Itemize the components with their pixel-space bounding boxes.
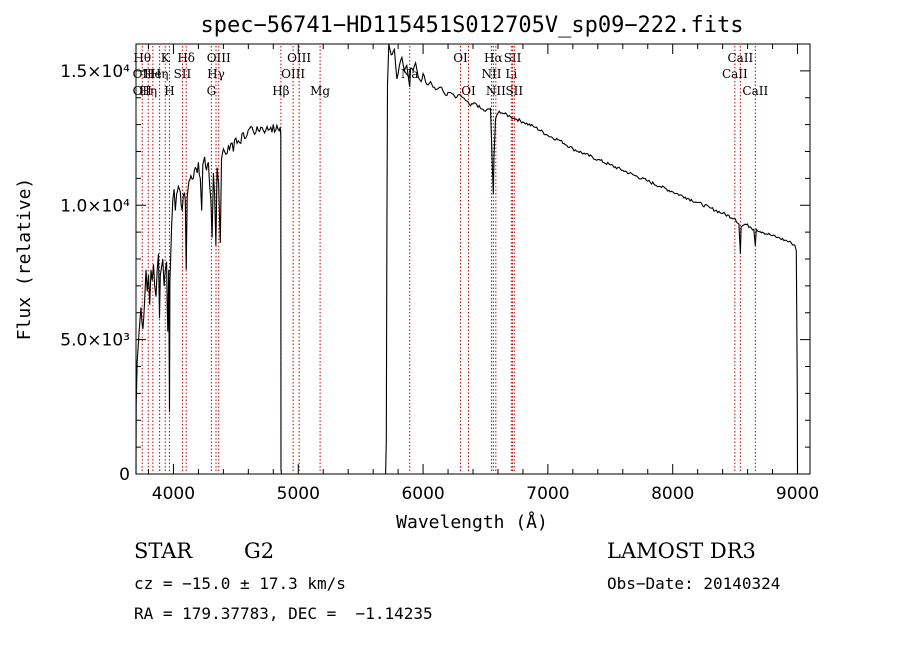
y-tick-label-2: 1.0×10⁴ [60,196,130,216]
line-marker-label-8-0: G [207,84,217,98]
coordinates: RA = 179.37783, DEC = −1.14235 [134,604,433,623]
y-tick-label-0: 0 [119,465,130,485]
line-marker-label-16-0: OI [453,51,468,65]
chart-title: spec−56741−HD115451S012705V_sp09−222.fit… [200,13,743,38]
y-axis: 0 5.0×10³ 1.0×10⁴ 1.5×10⁴ [60,62,810,485]
y-tick-label-3: 1.5×10⁴ [60,62,130,82]
line-marker-label-9-0: Hγ [207,67,225,81]
x-tick-label-5: 9000 [776,484,819,504]
line-marker-label-0-2: OII [133,84,153,98]
line-marker-label-3-0: Hη [151,67,169,81]
line-marker-label-13-0: OIII [287,51,311,65]
line-marker-label-1-0: Hη [139,84,157,98]
line-marker-label-14-0: Mg [310,84,330,98]
obs-date: Obs−Date: 20140324 [607,574,781,593]
line-marker-label-12-0: OIII [281,67,305,81]
line-marker-label-4-0: K [161,51,171,65]
line-marker-label-11-0: Hβ [272,84,289,98]
line-marker-label-5-0: H [164,84,174,98]
x-tick-label-4: 8000 [651,484,694,504]
line-marker-label-21-0: Li [505,67,517,81]
object-class: STAR [134,539,193,563]
x-tick-label-0: 4000 [152,484,195,504]
object-subclass: G2 [244,539,275,563]
x-axis-label: Wavelength (Å) [396,511,548,533]
line-marker-label-24-0: CaII [722,67,748,81]
line-marker-label-26-0: CaII [742,84,768,98]
line-marker-label-0-0: Hθ [133,51,151,65]
plot-frame [135,43,811,475]
line-marker-label-20-0: NII [486,84,506,98]
line-markers: HθOIIOIIHηHeHηKHSIIHδGHγOIIIHβOIIIOIIIMg… [133,46,768,473]
line-marker-label-15-0: Na [401,67,419,81]
x-axis: 4000 5000 6000 7000 8000 9000 [147,44,819,504]
line-marker-label-19-0: Hα [484,51,503,65]
y-axis-label: Flux (relative) [14,178,35,341]
line-marker-label-25-0: CaII [727,51,753,65]
line-marker-label-10-0: OIII [207,51,231,65]
x-tick-label-2: 6000 [401,484,444,504]
x-tick-label-1: 5000 [277,484,320,504]
y-tick-label-1: 5.0×10³ [60,331,130,351]
line-marker-label-18-0: NII [481,67,501,81]
spectrum-line-0 [135,43,799,475]
line-marker-label-17-0: OI [461,84,476,98]
line-marker-label-6-0: SII [174,67,192,81]
x-tick-label-3: 7000 [526,484,569,504]
line-marker-label-7-0: Hδ [177,51,195,65]
line-marker-label-22-0: SII [504,51,522,65]
line-marker-label-2-0: He [144,67,162,81]
survey-name: LAMOST DR3 [607,539,756,563]
spectrum-series [135,43,799,475]
line-marker-label-23-0: SII [505,84,523,98]
redshift-value: cz = −15.0 ± 17.3 km/s [134,574,346,593]
